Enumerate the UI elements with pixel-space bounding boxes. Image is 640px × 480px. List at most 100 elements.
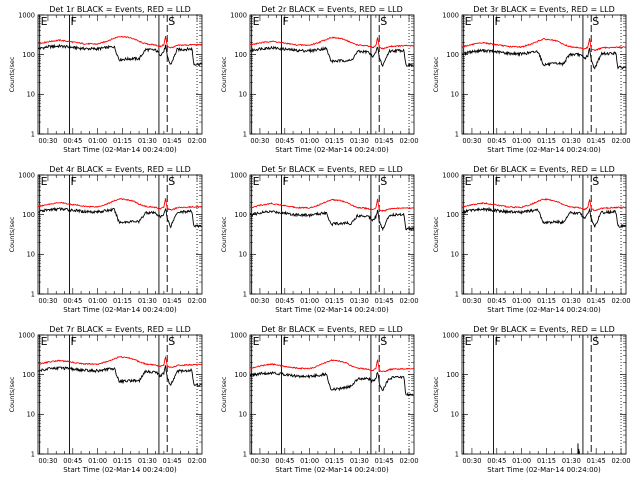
x-tick-label: 00:45	[63, 137, 82, 145]
time-marker-label: S	[168, 15, 175, 28]
x-tick-label: 00:45	[487, 297, 506, 305]
x-tick-label: 02:00	[188, 457, 207, 465]
time-marker-label: S	[168, 335, 175, 348]
x-tick-label: 01:30	[350, 457, 369, 465]
y-tick-label: 1000	[230, 171, 247, 179]
x-tick-label: 00:45	[487, 137, 506, 145]
x-tick-label: 00:30	[462, 297, 481, 305]
x-tick-label: 01:00	[300, 137, 319, 145]
time-marker-label: E	[465, 15, 472, 28]
x-tick-label: 01:45	[587, 297, 606, 305]
y-tick-label: 1000	[18, 171, 35, 179]
time-marker-label: F	[282, 15, 288, 28]
x-tick-label: 01:30	[562, 457, 581, 465]
panel-title: Det 7r BLACK = Events, RED = LLD	[49, 325, 191, 334]
time-marker-label: S	[592, 175, 599, 188]
y-tick-label: 100	[22, 211, 35, 219]
time-marker-label: F	[70, 335, 76, 348]
series-events	[37, 43, 202, 67]
y-tick-label: 10	[451, 91, 459, 99]
x-tick-label: 01:15	[325, 297, 344, 305]
y-tick-label: 1000	[18, 11, 35, 19]
x-tick-label: 01:00	[88, 137, 107, 145]
x-tick-label: 01:00	[88, 457, 107, 465]
y-tick-label: 10	[27, 411, 35, 419]
x-tick-label: 00:45	[275, 457, 294, 465]
panel-9: Det 9r BLACK = Events, RED = LLD 1 10 100 10…	[432, 325, 631, 474]
x-tick-label: 01:45	[375, 457, 394, 465]
x-tick-label: 01:00	[88, 297, 107, 305]
time-marker-label: E	[253, 15, 260, 28]
x-tick-label: 02:00	[188, 137, 207, 145]
series-lld	[37, 198, 202, 211]
time-marker-label: E	[465, 335, 472, 348]
series-lld	[249, 359, 414, 373]
series-lld	[461, 198, 626, 212]
x-axis-label: Start Time (02-Mar-14 00:24:00)	[487, 306, 601, 314]
y-tick-label: 1	[243, 450, 247, 458]
y-axis-label: Counts/sec	[432, 376, 440, 412]
plot-frame	[249, 14, 415, 135]
panel-title: Det 8r BLACK = Events, RED = LLD	[261, 325, 403, 334]
x-axis-label: Start Time (02-Mar-14 00:24:00)	[275, 306, 389, 314]
series-events	[461, 47, 626, 70]
panel-6: Det 6r BLACK = Events, RED = LLD 1 10 100 10…	[432, 165, 631, 314]
time-marker-label: E	[41, 15, 48, 28]
y-tick-label: 1000	[442, 331, 459, 339]
y-tick-label: 1	[31, 130, 35, 138]
y-tick-label: 100	[234, 211, 247, 219]
y-tick-label: 1	[455, 450, 459, 458]
series-events	[249, 370, 414, 397]
x-axis-label: Start Time (02-Mar-14 00:24:00)	[63, 146, 177, 154]
panel-title: Det 6r BLACK = Events, RED = LLD	[473, 165, 615, 174]
x-axis-label: Start Time (02-Mar-14 00:24:00)	[275, 146, 389, 154]
y-tick-label: 10	[451, 251, 459, 259]
x-tick-label: 00:30	[462, 137, 481, 145]
panel-title: Det 3r BLACK = Events, RED = LLD	[473, 5, 615, 14]
x-tick-label: 01:30	[138, 457, 157, 465]
y-tick-label: 100	[446, 371, 459, 379]
y-tick-label: 1000	[18, 331, 35, 339]
plot-frame	[37, 174, 203, 295]
plot-frame	[461, 174, 627, 295]
time-marker-label: F	[282, 175, 288, 188]
plot-frame	[461, 14, 627, 135]
y-tick-label: 100	[234, 371, 247, 379]
panel-1: Det 1r BLACK = Events, RED = LLD 1 10 100 10…	[8, 5, 207, 154]
series-lld	[249, 198, 414, 213]
x-tick-label: 02:00	[612, 137, 631, 145]
y-tick-label: 1000	[230, 11, 247, 19]
y-tick-label: 100	[446, 51, 459, 59]
x-tick-label: 01:45	[163, 297, 182, 305]
y-axis-label: Counts/sec	[8, 56, 16, 92]
panel-8: Det 8r BLACK = Events, RED = LLD 1 10 100 10…	[220, 325, 419, 474]
x-tick-label: 00:30	[250, 137, 269, 145]
x-tick-label: 00:45	[487, 457, 506, 465]
x-tick-label: 01:45	[375, 137, 394, 145]
y-axis-label: Counts/sec	[432, 216, 440, 252]
time-marker-label: F	[494, 15, 500, 28]
x-tick-label: 00:30	[38, 297, 57, 305]
x-tick-label: 00:30	[462, 457, 481, 465]
x-tick-label: 01:15	[537, 457, 556, 465]
x-tick-label: 02:00	[400, 457, 419, 465]
y-tick-label: 1000	[442, 11, 459, 19]
x-tick-label: 01:45	[163, 457, 182, 465]
time-marker-label: E	[253, 335, 260, 348]
x-tick-label: 01:00	[512, 457, 531, 465]
x-tick-label: 01:15	[113, 137, 132, 145]
y-axis-label: Counts/sec	[220, 376, 228, 412]
y-tick-label: 1	[243, 290, 247, 298]
y-tick-label: 100	[22, 51, 35, 59]
panel-title: Det 2r BLACK = Events, RED = LLD	[261, 5, 403, 14]
x-tick-label: 01:00	[300, 457, 319, 465]
time-marker-label: S	[168, 175, 175, 188]
x-tick-label: 01:15	[537, 137, 556, 145]
time-marker-label: E	[465, 175, 472, 188]
x-axis-label: Start Time (02-Mar-14 00:24:00)	[63, 306, 177, 314]
y-axis-label: Counts/sec	[220, 56, 228, 92]
x-tick-label: 02:00	[612, 457, 631, 465]
y-tick-label: 10	[451, 411, 459, 419]
y-tick-label: 1	[455, 130, 459, 138]
